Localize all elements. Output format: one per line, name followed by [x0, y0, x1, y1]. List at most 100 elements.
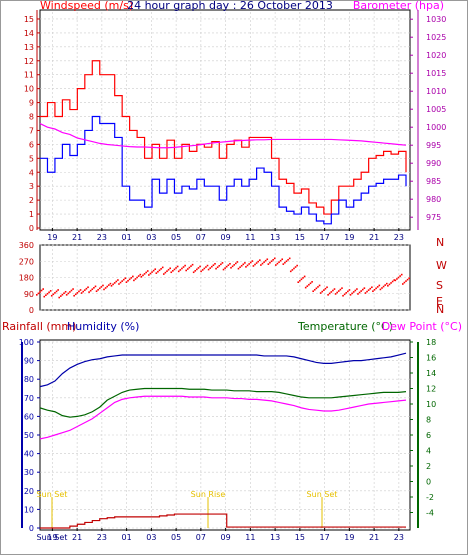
dir-point [351, 292, 353, 295]
dir-point [309, 282, 312, 285]
dir-point [209, 267, 211, 269]
wind-ytick-label-right: 980 [426, 195, 441, 204]
wind-xtick-label: 01 [122, 233, 132, 242]
dir-point [390, 282, 392, 284]
dir-point [124, 277, 127, 280]
dir-point [284, 261, 286, 264]
dir-point [399, 275, 401, 277]
dir-point [167, 268, 170, 271]
wind-xtick-label: 23 [97, 233, 107, 242]
dir-point [43, 295, 46, 298]
rht-xtick-label: 01 [122, 533, 132, 542]
dir-point [57, 289, 59, 291]
wind-xtick-label: 23 [394, 233, 404, 242]
dir-point [45, 294, 47, 296]
dir-point [203, 267, 206, 270]
rht-ytick-label-left: 0 [29, 524, 34, 533]
dir-point [73, 294, 75, 297]
dir-point [364, 292, 367, 294]
dir-point [113, 282, 116, 284]
dir-point [373, 288, 376, 291]
dir-point [172, 270, 174, 272]
wind-ytick-label-right: 1000 [426, 123, 446, 132]
dir-point [369, 287, 372, 290]
dir-point [157, 270, 159, 273]
compass-label: S [436, 279, 443, 292]
compass-label: N [436, 236, 444, 249]
dir-point [206, 264, 209, 267]
dir-point [117, 279, 119, 281]
rht-ytick-label-left: 20 [24, 487, 34, 496]
dir-point [218, 264, 221, 267]
dir-point [288, 257, 291, 260]
dir-point [273, 257, 276, 260]
rht-ytick-label-left: 50 [24, 431, 34, 440]
dir-point [160, 268, 162, 270]
rht-ytick-label-right: -4 [426, 509, 434, 518]
dir-point [63, 292, 65, 295]
dir-point [356, 288, 358, 290]
dir-point [326, 286, 328, 289]
dir-point [145, 271, 147, 274]
dir-point [279, 259, 282, 262]
compass-label: W [436, 259, 447, 272]
dir-point [259, 259, 261, 261]
dir-point [222, 268, 225, 271]
dir-point [85, 287, 88, 290]
dir-point [109, 282, 112, 285]
dir-point [237, 267, 240, 270]
dir-point [372, 290, 374, 293]
wind-avg-line [40, 115, 407, 225]
sun-marker-label: Sun Set [37, 490, 68, 499]
dir-point [80, 292, 83, 294]
dir-point [334, 293, 337, 295]
wind-ytick-label-left: 13 [24, 43, 34, 52]
dir-point [89, 289, 92, 292]
humidity-axis-title: Humidity (%) [67, 320, 139, 333]
dir-point [122, 278, 125, 281]
dir-point [205, 266, 207, 268]
dir-point [343, 293, 346, 296]
dir-point [40, 289, 43, 292]
dir-point [133, 279, 135, 282]
wind-ytick-label-right: 1005 [426, 105, 446, 114]
humidity-line [39, 352, 407, 388]
dir-point [381, 287, 383, 289]
rht-ytick-label-left: 80 [24, 375, 34, 384]
dir-point [200, 270, 202, 273]
dir-point [264, 259, 267, 262]
dir-point [317, 286, 319, 288]
gust-line [40, 60, 407, 215]
dir-point [94, 285, 97, 288]
dir-point [100, 286, 103, 288]
dir-point [88, 291, 90, 293]
rht-ytick-label-left: 70 [24, 394, 34, 403]
dir-point [387, 285, 389, 287]
dir-point [348, 289, 351, 291]
dir-point [155, 272, 158, 274]
wind-xtick-label: 17 [320, 233, 330, 242]
dir-point [345, 292, 348, 294]
dir-point [227, 264, 230, 267]
dir-point [119, 281, 122, 284]
dir-point [52, 293, 55, 296]
rht-ytick-label-right: -2 [426, 493, 434, 502]
dir-point [296, 264, 298, 267]
dir-point [154, 268, 157, 270]
dir-point [236, 261, 239, 263]
rht-ytick-label-left: 10 [24, 505, 34, 514]
dir-point [136, 276, 138, 279]
dir-point [177, 270, 180, 273]
dir-point [402, 283, 404, 285]
dir-point [212, 264, 215, 267]
dir-point [312, 290, 314, 293]
dir-point [74, 293, 77, 296]
dir-point [244, 262, 246, 264]
rain-axis-title: Rainfall (mm) [2, 320, 76, 333]
wind-xtick-label: 19 [344, 233, 354, 242]
dir-point [175, 267, 177, 269]
dir-point [179, 269, 182, 271]
wind-ytick-label-left: 11 [24, 71, 34, 80]
dir-point [281, 258, 284, 261]
